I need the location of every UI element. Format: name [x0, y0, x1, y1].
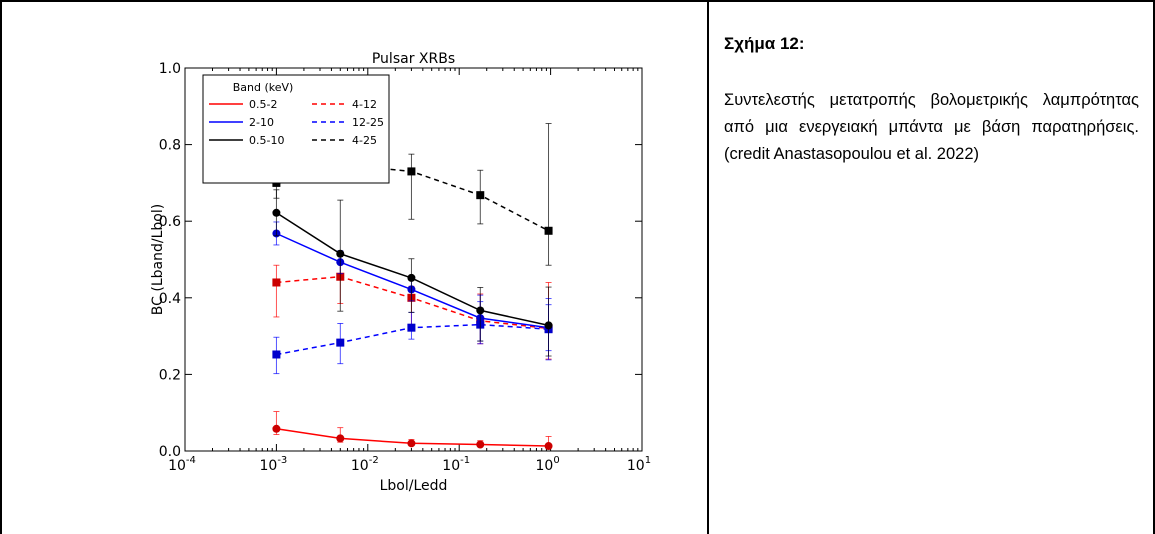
legend-label: 2-10	[249, 116, 274, 129]
x-tick-label: 10-2	[351, 455, 379, 474]
x-axis-label: Lbol/Ledd	[380, 478, 448, 494]
data-point	[336, 249, 345, 258]
legend-label: 12-25	[352, 116, 384, 129]
y-tick-label: 0.0	[159, 444, 181, 460]
data-point	[272, 208, 281, 217]
data-point	[476, 306, 485, 315]
x-tick-label: 101	[627, 455, 651, 474]
legend-label: 0.5-10	[249, 134, 284, 147]
data-point	[336, 338, 345, 347]
legend-label: 4-12	[352, 98, 377, 111]
caption-title: Σχήμα 12:	[724, 34, 805, 53]
legend-box	[202, 74, 390, 184]
x-tick-label: 100	[535, 455, 559, 474]
data-point	[272, 350, 281, 359]
legend-label: 4-25	[352, 134, 377, 147]
chart-title: Pulsar XRBs	[372, 51, 455, 67]
column-divider	[707, 0, 709, 534]
y-tick-label: 0.2	[159, 367, 181, 383]
data-point	[476, 440, 485, 449]
data-point	[272, 278, 281, 287]
legend-title: Band (keV)	[233, 81, 294, 94]
x-tick-label: 10-3	[259, 455, 287, 474]
y-tick-label: 1.0	[159, 61, 181, 77]
data-point	[544, 442, 553, 451]
y-tick-label: 0.6	[159, 214, 181, 230]
x-tick-label: 10-1	[442, 455, 470, 474]
data-point	[407, 167, 416, 176]
data-point	[272, 424, 281, 433]
x-tick-label: 10-4	[168, 455, 196, 474]
series-0.5-2	[272, 411, 553, 451]
data-point	[476, 191, 485, 200]
y-axis-label: BC (Lband/Lbol)	[150, 204, 166, 315]
data-point	[407, 323, 416, 332]
caption-text: Συντελεστής μετατροπής βολομετρικής λαμπ…	[724, 91, 1139, 163]
legend-label: 0.5-2	[249, 98, 277, 111]
data-point	[544, 321, 553, 330]
bc-chart: Pulsar XRBs 0.0 0.2 0.4 0.6 0.8 1.0 10-4 10-3 10-…	[150, 51, 651, 494]
data-point	[407, 273, 416, 282]
data-point	[544, 226, 553, 235]
data-point	[407, 439, 416, 448]
y-tick-label: 0.4	[159, 291, 181, 307]
data-point	[336, 434, 345, 443]
y-tick-label: 0.8	[159, 138, 181, 154]
series-0.5-10	[272, 189, 553, 357]
